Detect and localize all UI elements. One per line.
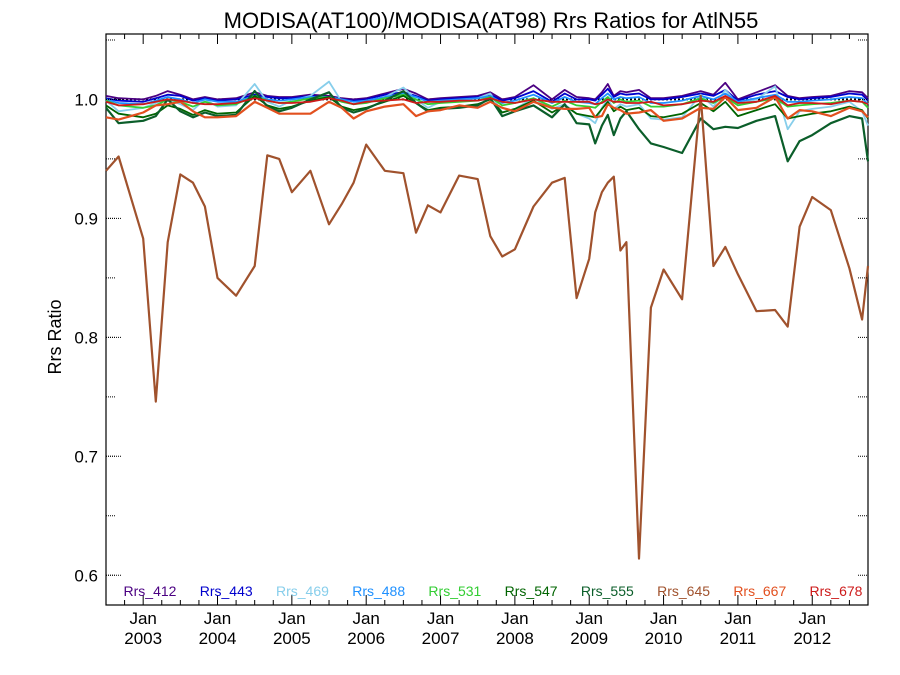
- y-tick-label: 1.0: [74, 90, 98, 109]
- x-tick-label-year: 2005: [273, 629, 311, 648]
- x-tick-label-year: 2012: [793, 629, 831, 648]
- x-tick-label-month: Jan: [576, 609, 603, 628]
- series-line-rrs-645: [105, 94, 870, 560]
- plot-frame: [105, 33, 869, 606]
- y-axis: 0.6 0.7 0.8 0.9 1.0: [74, 39, 868, 585]
- series-line-rrs-667: [105, 95, 869, 122]
- x-tick-label-year: 2008: [496, 629, 534, 648]
- x-tick-label-month: Jan: [278, 609, 305, 628]
- x-tick-label-month: Jan: [204, 609, 231, 628]
- x-tick-label-year: 2009: [570, 629, 608, 648]
- legend-entry-rrs-555: Rrs_555: [581, 583, 634, 599]
- legend-entry-rrs-443: Rrs_443: [200, 583, 253, 599]
- legend-entry-rrs-547: Rrs_547: [505, 583, 558, 599]
- series-layer: [105, 80, 870, 560]
- legend-entry-rrs-678: Rrs_678: [810, 583, 863, 599]
- y-tick-label: 0.7: [74, 447, 98, 466]
- x-tick-label-year: 2006: [347, 629, 385, 648]
- series-line-rrs-488: [105, 92, 869, 106]
- y-tick-label: 0.8: [74, 328, 98, 347]
- legend-entry-rrs-645: Rrs_645: [657, 583, 710, 599]
- x-tick-label-year: 2004: [199, 629, 237, 648]
- series-line-rrs-678: [105, 95, 869, 107]
- y-tick-label: 0.6: [74, 566, 98, 585]
- legend-entry-rrs-412: Rrs_412: [124, 583, 177, 599]
- x-tick-label-month: Jan: [650, 609, 677, 628]
- x-axis: Jan2003Jan2004Jan2005Jan2006Jan2007Jan20…: [124, 34, 850, 648]
- x-tick-label-year: 2007: [422, 629, 460, 648]
- x-tick-label-year: 2011: [720, 629, 757, 648]
- x-tick-label-month: Jan: [799, 609, 826, 628]
- x-tick-label-month: Jan: [129, 609, 156, 628]
- x-tick-label-month: Jan: [352, 609, 379, 628]
- y-tick-label: 0.9: [74, 209, 98, 228]
- legend-entry-rrs-531: Rrs_531: [428, 583, 481, 599]
- chart-title: MODISA(AT100)/MODISA(AT98) Rrs Ratios fo…: [224, 8, 759, 33]
- x-tick-label-year: 2010: [645, 629, 683, 648]
- legend-entry-rrs-488: Rrs_488: [352, 583, 405, 599]
- x-tick-label-month: Jan: [427, 609, 454, 628]
- legend-entry-rrs-469: Rrs_469: [276, 583, 329, 599]
- x-tick-label-month: Jan: [501, 609, 528, 628]
- legend: Rrs_412 Rrs_443 Rrs_469 Rrs_488 Rrs_531 Rrs_5…: [124, 583, 863, 599]
- x-tick-label-year: 2003: [124, 629, 162, 648]
- series-line-rrs-412: [105, 81, 869, 101]
- y-axis-label: Rrs Ratio: [45, 299, 65, 374]
- legend-entry-rrs-667: Rrs_667: [733, 583, 786, 599]
- x-tick-label-month: Jan: [724, 609, 751, 628]
